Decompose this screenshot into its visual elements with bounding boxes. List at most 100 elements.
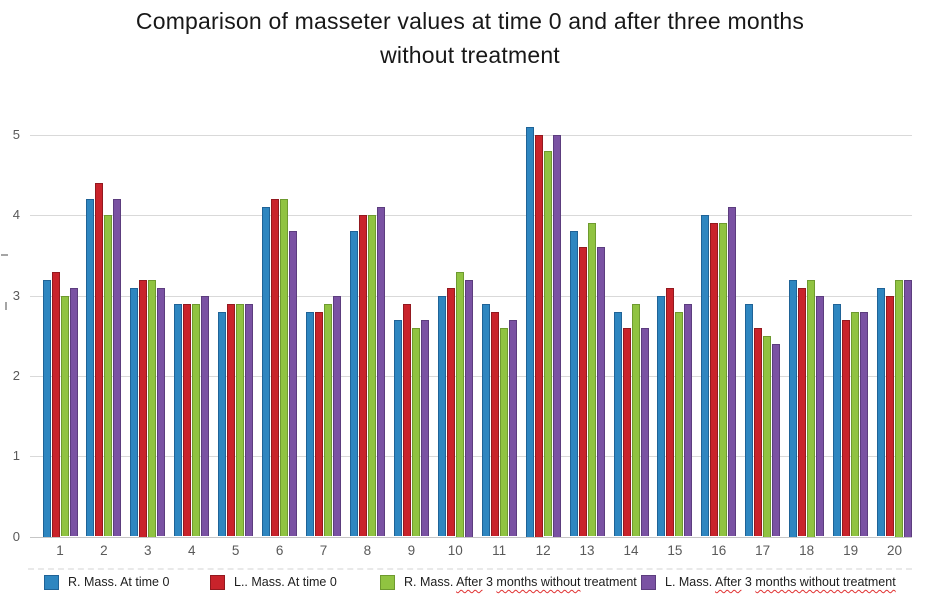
screen-artifact-tick bbox=[5, 302, 7, 310]
bar bbox=[569, 231, 578, 537]
bar bbox=[684, 303, 693, 537]
x-axis-label: 9 bbox=[407, 543, 416, 558]
gridline bbox=[30, 536, 912, 538]
bar bbox=[552, 135, 561, 537]
legend-label-misspelled-segment: After bbox=[715, 575, 742, 589]
bar bbox=[789, 279, 798, 537]
bar bbox=[763, 335, 772, 537]
bar bbox=[833, 303, 842, 537]
bar bbox=[349, 231, 358, 537]
bar bbox=[157, 287, 166, 537]
x-axis-label: 7 bbox=[319, 543, 328, 558]
bar bbox=[525, 127, 534, 537]
legend-label: R. Mass. After 3 months without treatmen… bbox=[404, 575, 637, 589]
bar bbox=[262, 207, 271, 537]
gridline bbox=[30, 215, 912, 217]
x-axis-label: 8 bbox=[363, 543, 372, 558]
bar bbox=[333, 295, 341, 537]
bar bbox=[596, 247, 605, 537]
x-axis-label: 16 bbox=[711, 543, 727, 558]
bar bbox=[640, 327, 649, 537]
bar bbox=[464, 279, 473, 537]
bar bbox=[69, 287, 78, 537]
bar bbox=[218, 311, 227, 537]
bar bbox=[376, 207, 385, 537]
bar bbox=[86, 199, 95, 537]
bar bbox=[842, 319, 851, 537]
bar bbox=[201, 295, 210, 537]
bar bbox=[675, 311, 684, 537]
y-axis-label: 3 bbox=[12, 287, 20, 303]
legend-item: L.. Mass. At time 0 bbox=[210, 573, 337, 591]
bar bbox=[754, 327, 763, 537]
bar bbox=[666, 287, 675, 537]
bar bbox=[60, 295, 69, 537]
legend-label-segment: L. Mass. bbox=[665, 575, 716, 589]
legend-label: L. Mass. After 3 months without treatmen… bbox=[665, 575, 896, 589]
x-axis-label: 10 bbox=[447, 543, 463, 558]
bar bbox=[886, 295, 894, 537]
bar bbox=[236, 303, 245, 537]
legend-label: R. Mass. At time 0 bbox=[68, 575, 169, 589]
x-axis-label: 17 bbox=[755, 543, 771, 558]
bar bbox=[587, 223, 596, 537]
bar bbox=[289, 231, 298, 537]
x-axis-label: 4 bbox=[188, 543, 196, 558]
bar bbox=[183, 303, 192, 537]
x-axis-label: 11 bbox=[492, 543, 507, 558]
x-axis-label: 2 bbox=[100, 543, 108, 558]
bar bbox=[851, 311, 860, 537]
bar bbox=[130, 287, 139, 537]
bar bbox=[631, 303, 640, 537]
bar bbox=[490, 311, 499, 537]
bar bbox=[104, 215, 113, 537]
bar bbox=[192, 303, 201, 537]
bar bbox=[42, 279, 51, 537]
bar bbox=[657, 295, 666, 537]
bar bbox=[113, 199, 122, 537]
y-axis-label: 4 bbox=[12, 207, 20, 223]
y-axis-label: 2 bbox=[12, 367, 20, 383]
x-axis-label: 15 bbox=[667, 543, 683, 558]
bar bbox=[393, 319, 402, 537]
legend-label-misspelled-segment: months without treatment bbox=[755, 575, 896, 589]
legend-label-misspelled-segment: After bbox=[456, 575, 483, 589]
legend-label-segment: L.. Mass. At time 0 bbox=[234, 575, 337, 589]
bar bbox=[578, 247, 587, 537]
bar bbox=[807, 279, 816, 537]
bar bbox=[358, 215, 367, 537]
y-axis-label: 0 bbox=[12, 528, 20, 544]
bar bbox=[367, 215, 376, 537]
bar bbox=[719, 223, 728, 537]
bar bbox=[271, 199, 280, 537]
bar bbox=[701, 215, 710, 537]
chart-title: Comparison of masseter values at time 0 … bbox=[0, 4, 940, 72]
bar bbox=[499, 327, 508, 537]
bar bbox=[227, 303, 236, 537]
bar bbox=[245, 303, 254, 537]
bar bbox=[437, 295, 446, 537]
chart-title-line1: Comparison of masseter values at time 0 … bbox=[135, 8, 805, 34]
bar bbox=[95, 183, 104, 537]
legend-swatch bbox=[44, 574, 59, 590]
bar bbox=[455, 271, 464, 537]
bar bbox=[622, 327, 631, 537]
bar bbox=[508, 319, 517, 537]
bar bbox=[895, 279, 903, 537]
legend-item: R. Mass. After 3 months without treatmen… bbox=[380, 573, 637, 591]
y-axis-label: 1 bbox=[12, 448, 20, 464]
legend-label-segment: 3 bbox=[482, 575, 497, 589]
bar bbox=[728, 207, 737, 537]
x-axis-label: 18 bbox=[799, 543, 815, 558]
bar bbox=[402, 303, 411, 537]
bar bbox=[860, 311, 869, 537]
legend-label-misspelled-segment: months without bbox=[496, 575, 581, 589]
legend-label-segment: R. Mass. bbox=[404, 575, 457, 589]
bar bbox=[315, 311, 323, 537]
gridline bbox=[30, 135, 912, 136]
x-axis-label: 14 bbox=[623, 543, 639, 558]
bar bbox=[148, 279, 157, 537]
x-axis-label: 3 bbox=[144, 543, 152, 558]
legend-item: L. Mass. After 3 months without treatmen… bbox=[641, 573, 896, 591]
